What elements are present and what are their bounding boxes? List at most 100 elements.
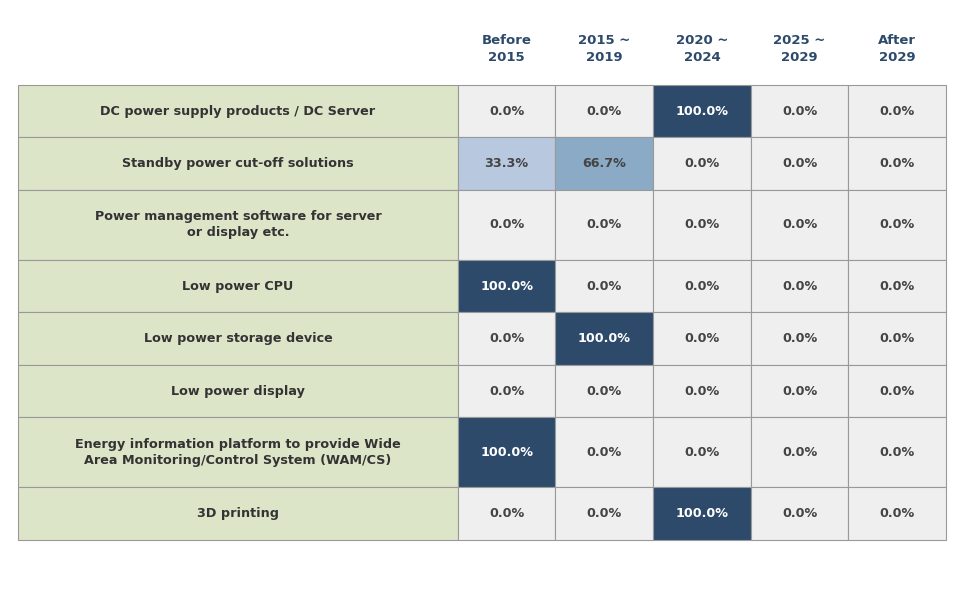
Bar (751, 137, 849, 190)
Text: DC power supply products / DC Server: DC power supply products / DC Server (100, 104, 376, 118)
Bar (18, 312, 457, 365)
Bar (18, 365, 457, 417)
Text: 0.0%: 0.0% (879, 157, 915, 170)
Text: Before
2015: Before 2015 (481, 34, 531, 64)
Text: 0.0%: 0.0% (586, 385, 622, 398)
Text: 0.0%: 0.0% (879, 280, 915, 293)
Text: 0.0%: 0.0% (684, 332, 720, 345)
Bar (457, 85, 555, 137)
Bar (457, 417, 555, 487)
Text: 3D printing: 3D printing (197, 507, 279, 520)
Text: After
2029: After 2029 (878, 34, 916, 64)
Bar (555, 417, 653, 487)
Text: 100.0%: 100.0% (676, 507, 728, 520)
Text: 0.0%: 0.0% (879, 385, 915, 398)
Bar (653, 137, 751, 190)
Text: 0.0%: 0.0% (782, 507, 817, 520)
Bar (18, 417, 457, 487)
Bar (653, 365, 751, 417)
Bar (653, 417, 751, 487)
Text: 0.0%: 0.0% (684, 446, 720, 459)
Text: 2020 ~
2024: 2020 ~ 2024 (676, 34, 728, 64)
Text: 0.0%: 0.0% (782, 218, 817, 231)
Text: 0.0%: 0.0% (586, 446, 622, 459)
Text: 0.0%: 0.0% (489, 385, 525, 398)
Bar (555, 260, 653, 312)
Text: 0.0%: 0.0% (489, 218, 525, 231)
Text: 0.0%: 0.0% (782, 157, 817, 170)
Text: 0.0%: 0.0% (684, 385, 720, 398)
Bar (849, 137, 946, 190)
Bar (653, 487, 751, 540)
Bar (18, 190, 457, 260)
Bar (751, 365, 849, 417)
Text: 0.0%: 0.0% (782, 332, 817, 345)
Bar (849, 85, 946, 137)
Bar (18, 487, 457, 540)
Text: 33.3%: 33.3% (484, 157, 529, 170)
Text: 0.0%: 0.0% (684, 218, 720, 231)
Bar (18, 137, 457, 190)
Text: 0.0%: 0.0% (586, 104, 622, 118)
Text: 0.0%: 0.0% (586, 507, 622, 520)
Bar (457, 137, 555, 190)
Bar (555, 137, 653, 190)
Text: 0.0%: 0.0% (489, 104, 525, 118)
Text: 100.0%: 100.0% (480, 446, 533, 459)
Text: Low power storage device: Low power storage device (143, 332, 333, 345)
Text: Low power display: Low power display (171, 385, 305, 398)
Bar (555, 312, 653, 365)
Bar (555, 190, 653, 260)
Text: 2015 ~
2019: 2015 ~ 2019 (579, 34, 630, 64)
Text: 0.0%: 0.0% (782, 104, 817, 118)
Text: 2025 ~
2029: 2025 ~ 2029 (774, 34, 825, 64)
Text: 0.0%: 0.0% (879, 104, 915, 118)
Bar (555, 487, 653, 540)
Text: 0.0%: 0.0% (489, 507, 525, 520)
Text: Energy information platform to provide Wide
Area Monitoring/Control System (WAM/: Energy information platform to provide W… (75, 438, 401, 467)
Bar (653, 260, 751, 312)
Text: 0.0%: 0.0% (586, 280, 622, 293)
Text: 0.0%: 0.0% (782, 280, 817, 293)
Bar (457, 312, 555, 365)
Bar (18, 85, 457, 137)
Bar (18, 260, 457, 312)
Text: 0.0%: 0.0% (879, 507, 915, 520)
Text: Low power CPU: Low power CPU (183, 280, 293, 293)
Bar (555, 365, 653, 417)
Text: 0.0%: 0.0% (879, 218, 915, 231)
Bar (751, 417, 849, 487)
Text: 0.0%: 0.0% (879, 446, 915, 459)
Text: 0.0%: 0.0% (586, 218, 622, 231)
Bar (849, 190, 946, 260)
Text: 0.0%: 0.0% (684, 280, 720, 293)
Bar (457, 260, 555, 312)
Bar (751, 312, 849, 365)
Text: 66.7%: 66.7% (582, 157, 627, 170)
Text: 100.0%: 100.0% (480, 280, 533, 293)
Bar (849, 312, 946, 365)
Bar (457, 365, 555, 417)
Bar (849, 365, 946, 417)
Text: 0.0%: 0.0% (489, 332, 525, 345)
Text: 100.0%: 100.0% (578, 332, 630, 345)
Bar (555, 85, 653, 137)
Bar (751, 85, 849, 137)
Bar (653, 190, 751, 260)
Text: Standby power cut-off solutions: Standby power cut-off solutions (122, 157, 354, 170)
Text: 0.0%: 0.0% (782, 446, 817, 459)
Bar (653, 85, 751, 137)
Text: Power management software for server
or display etc.: Power management software for server or … (94, 211, 382, 240)
Text: 0.0%: 0.0% (879, 332, 915, 345)
Bar (751, 487, 849, 540)
Text: 100.0%: 100.0% (676, 104, 728, 118)
Bar (653, 312, 751, 365)
Bar (849, 487, 946, 540)
Bar (849, 260, 946, 312)
Bar (751, 260, 849, 312)
Bar (849, 417, 946, 487)
Bar (751, 190, 849, 260)
Text: 0.0%: 0.0% (684, 157, 720, 170)
Text: 0.0%: 0.0% (782, 385, 817, 398)
Bar (457, 190, 555, 260)
